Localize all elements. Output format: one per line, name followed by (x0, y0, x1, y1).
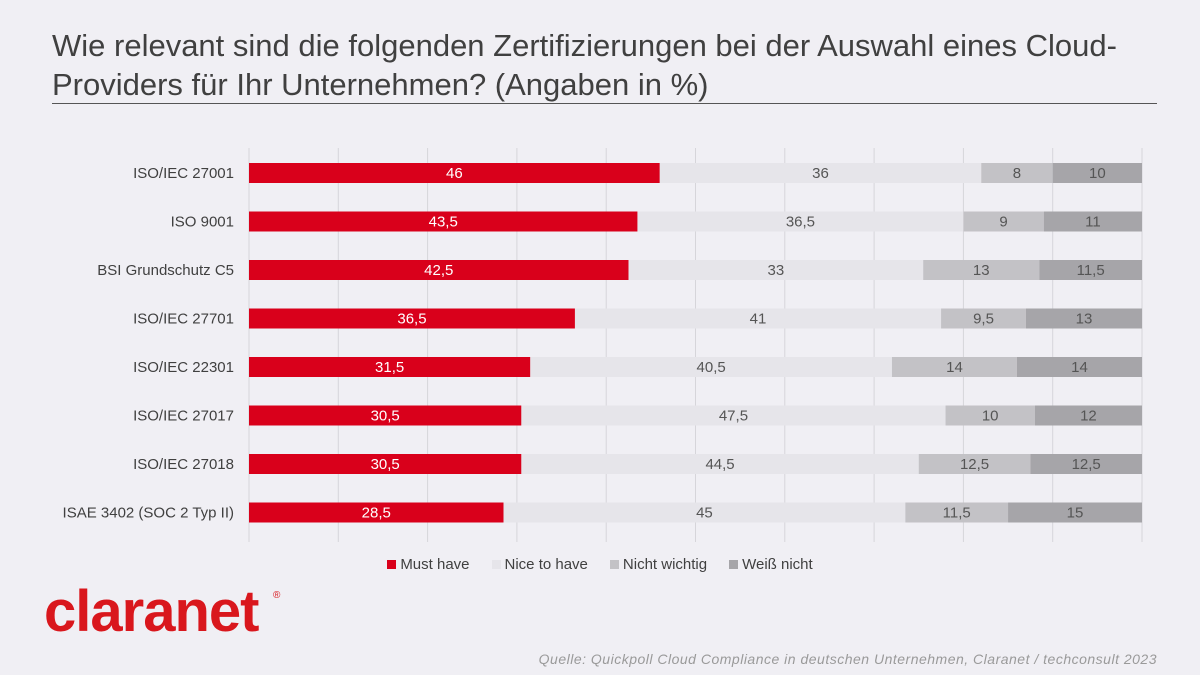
category-label: ISO/IEC 27001 (133, 165, 234, 182)
bar-must-have (249, 454, 522, 474)
data-label-nice-to-have: 36 (812, 165, 829, 182)
bar-must-have (249, 211, 638, 232)
data-label-must-have: 28,5 (362, 505, 391, 522)
bar-nicht-wichtig (945, 405, 1035, 426)
data-label-nicht-wichtig: 14 (946, 359, 963, 376)
data-label-nice-to-have: 44,5 (705, 456, 734, 473)
legend-item-weiss-nicht: Weiß nicht (729, 556, 813, 573)
bar-nice-to-have (530, 357, 892, 377)
bar-nice-to-have (659, 163, 982, 183)
bar-weiss-nicht (1016, 357, 1142, 377)
legend-label-must-have: Must have (400, 556, 470, 573)
data-label-nice-to-have: 33 (768, 262, 785, 279)
bar-nicht-wichtig (981, 163, 1053, 183)
legend-swatch-weiss-nicht (729, 560, 739, 569)
bar-must-have (249, 405, 522, 426)
data-label-must-have: 36,5 (397, 311, 426, 328)
legend-label-weiss-nicht: Weiß nicht (742, 556, 813, 573)
data-label-must-have: 31,5 (375, 359, 404, 376)
data-label-weiss-nicht: 13 (1076, 311, 1093, 328)
bar-must-have (249, 163, 660, 183)
logo-registered-mark: ® (273, 590, 281, 601)
data-label-nicht-wichtig: 13 (973, 262, 990, 279)
chart-title: Wie relevant sind die folgenden Zertifiz… (52, 28, 1117, 102)
category-label: ISAE 3402 (SOC 2 Typ II) (63, 505, 234, 522)
bar-nicht-wichtig (891, 357, 1017, 377)
bar-must-have (249, 260, 629, 280)
bar-nicht-wichtig (918, 454, 1031, 474)
category-label: ISO/IEC 27018 (133, 456, 234, 473)
bar-nicht-wichtig (923, 260, 1040, 280)
category-label: ISO 9001 (171, 214, 234, 231)
data-label-nicht-wichtig: 8 (1013, 165, 1021, 182)
data-label-nice-to-have: 47,5 (719, 408, 748, 425)
data-label-nice-to-have: 45 (696, 505, 713, 522)
bar-must-have (249, 308, 575, 329)
data-label-nicht-wichtig: 9,5 (973, 311, 994, 328)
data-label-nicht-wichtig: 12,5 (960, 456, 989, 473)
bar-weiss-nicht (1034, 405, 1142, 426)
data-label-must-have: 30,5 (371, 456, 400, 473)
data-label-nicht-wichtig: 11,5 (943, 505, 971, 522)
bar-nicht-wichtig (905, 502, 1009, 523)
legend-swatch-nicht-wichtig (609, 560, 619, 569)
data-label-weiss-nicht: 12 (1080, 408, 1097, 425)
data-label-weiss-nicht: 15 (1067, 505, 1084, 522)
data-label-must-have: 30,5 (371, 408, 400, 425)
legend-swatch-must-have (387, 560, 397, 569)
bar-nice-to-have (637, 211, 964, 232)
legend-label-nicht-wichtig: Nicht wichtig (622, 556, 708, 573)
category-label: ISO/IEC 22301 (133, 359, 234, 376)
data-label-nice-to-have: 40,5 (697, 359, 726, 376)
bar-weiss-nicht (1030, 454, 1142, 474)
claranet-logo: claranet (44, 579, 259, 644)
bar-nicht-wichtig (963, 211, 1044, 232)
bar-weiss-nicht (1008, 502, 1142, 523)
category-label: BSI Grundschutz C5 (97, 262, 234, 279)
bar-nice-to-have (521, 405, 946, 426)
data-label-nice-to-have: 36,5 (786, 214, 815, 231)
bar-nice-to-have (521, 454, 919, 474)
legend-item-nicht-wichtig: Nicht wichtig (609, 556, 708, 573)
bar-weiss-nicht (1052, 163, 1142, 183)
data-label-weiss-nicht: 12,5 (1072, 456, 1101, 473)
data-label-weiss-nicht: 11,5 (1077, 262, 1105, 279)
data-label-must-have: 46 (446, 165, 463, 182)
bar-weiss-nicht (1025, 308, 1142, 329)
data-label-nicht-wichtig: 9 (999, 214, 1007, 231)
bar-weiss-nicht (1039, 260, 1142, 280)
bar-nice-to-have (574, 308, 942, 329)
data-label-weiss-nicht: 11 (1085, 214, 1101, 231)
category-label: ISO/IEC 27017 (133, 408, 234, 425)
bar-nice-to-have (503, 502, 906, 523)
data-label-nicht-wichtig: 10 (982, 408, 999, 425)
title-divider (52, 103, 1157, 104)
data-label-nice-to-have: 41 (750, 311, 767, 328)
data-label-weiss-nicht: 10 (1089, 165, 1106, 182)
bar-must-have (249, 357, 531, 377)
data-label-must-have: 42,5 (424, 262, 453, 279)
legend-swatch-nice-to-have (491, 560, 501, 569)
bar-weiss-nicht (1043, 211, 1142, 232)
category-label: ISO/IEC 27701 (133, 311, 234, 328)
bar-must-have (249, 502, 504, 523)
bar-nice-to-have (628, 260, 924, 280)
legend-label-nice-to-have: Nice to have (504, 556, 588, 573)
stacked-bar-chart: ISO/IEC 27001 46 36 8 10 ISO 9001 43,5 36,5 9 11 B… (63, 148, 1143, 542)
legend: Must have Nice to have Nicht wichtig Wei… (0, 556, 1200, 573)
legend-item-nice-to-have: Nice to have (491, 556, 588, 573)
legend-item-must-have: Must have (387, 556, 470, 573)
source-note: Quelle: Quickpoll Cloud Compliance in de… (538, 651, 1157, 667)
data-label-weiss-nicht: 14 (1071, 359, 1088, 376)
data-label-must-have: 43,5 (429, 214, 458, 231)
bar-nicht-wichtig (941, 308, 1026, 329)
